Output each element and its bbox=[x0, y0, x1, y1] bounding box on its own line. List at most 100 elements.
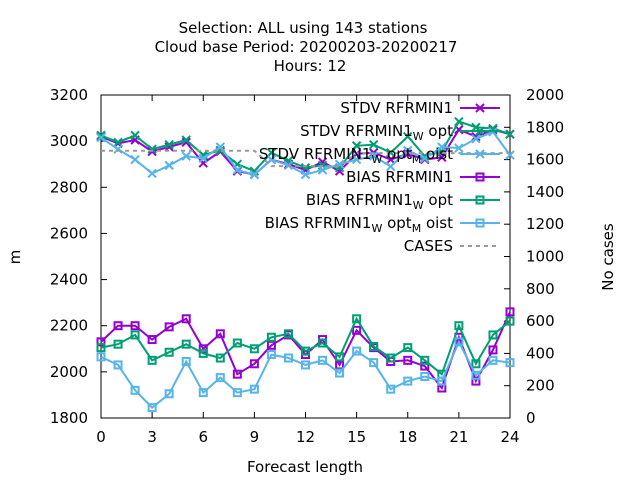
data-point bbox=[352, 314, 362, 324]
data-point bbox=[300, 169, 311, 180]
data-point bbox=[130, 154, 140, 165]
y2-tick-label: 600 bbox=[526, 312, 555, 330]
data-point bbox=[181, 137, 191, 148]
data-point bbox=[198, 348, 208, 358]
data-point bbox=[215, 142, 225, 152]
y-tick-label: 2800 bbox=[50, 178, 88, 196]
data-point bbox=[215, 329, 225, 339]
y-tick-label: 3200 bbox=[50, 86, 88, 104]
data-point bbox=[249, 384, 259, 394]
data-point bbox=[232, 338, 242, 348]
data-point bbox=[420, 355, 430, 365]
data-point bbox=[334, 166, 345, 176]
data-point bbox=[232, 165, 243, 175]
data-point bbox=[403, 343, 413, 353]
data-point bbox=[96, 337, 106, 347]
legend-label: STDV RFRMIN1W optM oist bbox=[259, 145, 453, 166]
series-4 bbox=[96, 314, 515, 379]
x-tick-label: 12 bbox=[296, 428, 315, 446]
x-tick-label: 3 bbox=[147, 428, 157, 446]
data-point bbox=[505, 129, 515, 139]
y2-axis-label: No cases bbox=[599, 223, 617, 291]
data-point bbox=[317, 157, 328, 167]
data-point bbox=[249, 344, 259, 354]
data-point bbox=[283, 329, 293, 339]
data-point bbox=[420, 371, 430, 381]
y2-tick-label: 2000 bbox=[526, 86, 564, 104]
x-tick-label: 0 bbox=[96, 428, 106, 446]
data-point bbox=[369, 358, 379, 368]
legend-marker bbox=[475, 195, 485, 205]
data-point bbox=[318, 338, 328, 348]
series-line bbox=[101, 149, 510, 168]
data-point bbox=[505, 307, 515, 317]
y-tick-label: 2400 bbox=[50, 271, 88, 289]
y2-tick-label: 1000 bbox=[526, 248, 564, 266]
title-line-2: Cloud base Period: 20200203-20200217 bbox=[155, 38, 458, 56]
x-tick-label: 21 bbox=[449, 428, 468, 446]
y2-axis-ticks: 0 200 400 600 800 1000 1200 1400 1600 1800 2000 bbox=[504, 86, 564, 427]
data-point bbox=[403, 355, 413, 365]
data-point bbox=[437, 142, 447, 152]
data-point bbox=[283, 353, 293, 363]
data-point bbox=[147, 335, 157, 345]
data-point bbox=[368, 139, 379, 150]
series-layer bbox=[96, 116, 515, 413]
data-point bbox=[437, 376, 447, 386]
data-point bbox=[130, 385, 140, 395]
data-point bbox=[181, 151, 191, 161]
data-point bbox=[232, 369, 242, 379]
data-point bbox=[164, 139, 174, 150]
data-point bbox=[454, 116, 464, 127]
data-point bbox=[505, 358, 515, 368]
y2-tick-label: 1800 bbox=[526, 118, 564, 136]
data-point bbox=[266, 340, 276, 350]
data-point bbox=[488, 330, 498, 340]
data-point bbox=[471, 359, 481, 369]
series-line bbox=[100, 339, 511, 409]
data-point bbox=[351, 154, 362, 165]
x-tick-label: 9 bbox=[250, 428, 260, 446]
x-tick-label: 6 bbox=[198, 428, 208, 446]
data-point bbox=[301, 360, 310, 370]
data-point bbox=[96, 352, 106, 362]
data-point bbox=[96, 130, 106, 141]
data-point bbox=[505, 316, 515, 326]
y-tick-label: 3000 bbox=[50, 132, 88, 150]
series-line bbox=[100, 316, 511, 376]
data-point bbox=[369, 341, 379, 351]
data-point bbox=[147, 355, 157, 365]
x-tick-label: 15 bbox=[347, 428, 366, 446]
data-point bbox=[164, 347, 174, 357]
data-point bbox=[318, 355, 328, 365]
data-point bbox=[386, 154, 396, 165]
data-point bbox=[147, 168, 157, 179]
y-axis-ticks: 1800 2000 2200 2400 2600 2800 3000 3200 bbox=[50, 86, 107, 427]
data-point bbox=[249, 169, 260, 180]
data-point bbox=[420, 361, 430, 371]
data-point bbox=[301, 346, 310, 356]
chart-title: Selection: ALL using 143 stations Cloud … bbox=[155, 19, 458, 75]
data-point bbox=[335, 368, 345, 378]
data-point bbox=[471, 370, 481, 380]
data-point bbox=[130, 130, 140, 141]
y-axis-label: m bbox=[6, 250, 24, 265]
y-tick-label: 2000 bbox=[50, 363, 88, 381]
y2-tick-label: 1200 bbox=[526, 215, 564, 233]
legend-marker bbox=[475, 218, 485, 228]
legend-label: CASES bbox=[404, 237, 453, 255]
data-point bbox=[352, 325, 362, 335]
data-point bbox=[164, 389, 174, 399]
data-point bbox=[266, 350, 276, 360]
data-point bbox=[181, 135, 191, 145]
data-point bbox=[232, 388, 242, 398]
data-point bbox=[181, 356, 191, 366]
data-point bbox=[488, 355, 498, 365]
y-tick-label: 2200 bbox=[50, 317, 88, 335]
data-point bbox=[130, 321, 140, 331]
data-point bbox=[96, 343, 106, 353]
x-axis-ticks: 0 3 6 9 12 15 18 21 24 bbox=[96, 95, 520, 446]
x-axis-label: Forecast length bbox=[247, 458, 363, 476]
